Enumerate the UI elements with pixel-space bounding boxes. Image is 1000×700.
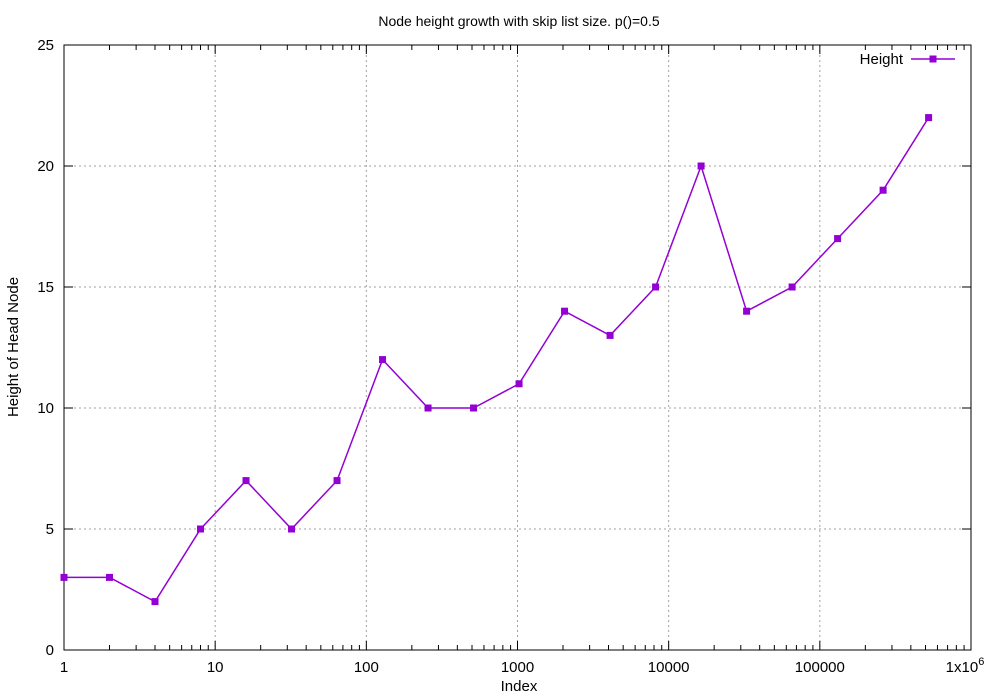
data-point [424,404,432,412]
data-point [925,114,933,122]
data-point [197,525,205,533]
y-tick-label: 20 [37,158,54,175]
y-tick-label: 25 [37,37,54,54]
data-point [470,404,478,412]
data-point [151,598,159,606]
data-point [242,477,250,485]
legend: Height [860,51,955,68]
data-point [515,380,523,388]
x-axis: 1 10 100 1000 10000 100000 1x106 [60,45,985,676]
x-tick-label: 100000 [795,659,845,676]
data-point [879,186,887,194]
y-axis: 0 5 10 15 20 25 [37,37,971,659]
grid [64,45,971,650]
data-point [561,307,569,315]
x-tick-label: 1000 [501,659,534,676]
data-point [106,573,114,581]
y-tick-label: 10 [37,400,54,417]
x-tick-label: 1x106 [946,656,985,676]
y-tick-label: 0 [46,642,54,659]
y-tick-label: 5 [46,521,54,538]
y-axis-title: Height of Head Node [5,277,22,417]
chart-title: Node height growth with skip list size. … [378,13,660,29]
data-point [788,283,796,291]
x-tick-label: 10 [207,659,224,676]
legend-marker [929,55,937,63]
data-point [379,356,387,364]
data-point [606,331,614,339]
series-layer [60,114,933,606]
data-point [697,162,705,170]
legend-label: Height [860,51,904,68]
data-point [333,477,341,485]
x-tick-label: 1 [60,659,68,676]
x-tick-label: 100 [354,659,379,676]
x-axis-title: Index [501,678,538,695]
data-point [743,307,751,315]
data-point [288,525,296,533]
x-tick-label: 10000 [648,659,690,676]
data-point [834,235,842,243]
series-line [64,117,930,603]
y-tick-label: 15 [37,279,54,296]
data-point [60,573,68,581]
data-point [652,283,660,291]
x-tick-exponent: 6 [978,656,984,668]
